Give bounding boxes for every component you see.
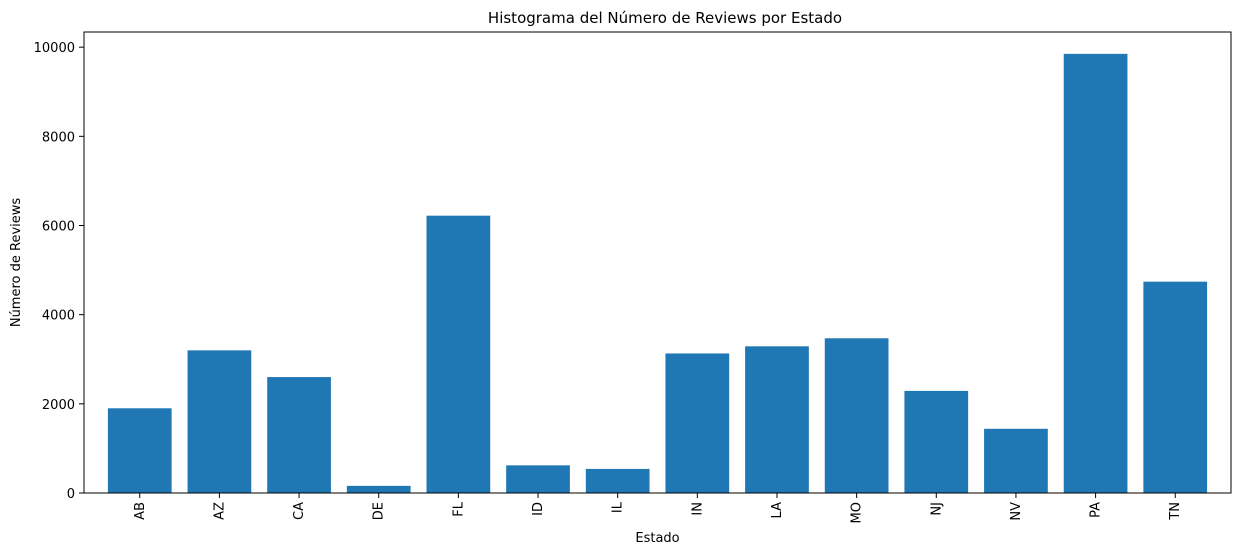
x-axis-ticks: AB AZ CA DE FL ID IL IN LA MO NJ NV PA TN xyxy=(133,493,1183,523)
x-tick-label: AZ xyxy=(212,502,227,520)
x-tick-label: IL xyxy=(611,501,626,513)
x-tick-label: TN xyxy=(1168,502,1183,521)
chart-title: Histograma del Número de Reviews por Est… xyxy=(488,9,842,27)
bar-tn xyxy=(1143,281,1208,493)
bar-la xyxy=(745,346,809,493)
x-tick-label: NJ xyxy=(929,502,944,516)
bar-in xyxy=(665,353,730,493)
bars-group xyxy=(107,53,1208,494)
x-tick-label: IN xyxy=(690,502,705,516)
bar-fl xyxy=(426,215,491,494)
x-tick-label: MO xyxy=(850,502,865,523)
bar-ab xyxy=(107,408,172,493)
y-tick-label: 8000 xyxy=(42,130,75,145)
bar-nv xyxy=(984,428,1048,493)
bar-pa xyxy=(1063,53,1128,494)
y-tick-label: 0 xyxy=(67,487,75,502)
bar-id xyxy=(506,465,570,493)
x-tick-label: AB xyxy=(133,502,148,520)
y-tick-label: 6000 xyxy=(42,219,75,234)
y-axis-label: Número de Reviews xyxy=(9,198,24,328)
bar-nj xyxy=(904,390,969,493)
bar-ca xyxy=(267,377,331,493)
x-axis-label: Estado xyxy=(635,531,679,546)
plot-frame xyxy=(83,31,1232,494)
bar-de xyxy=(346,485,411,493)
x-tick-label: ID xyxy=(531,502,546,516)
bar-az xyxy=(187,350,252,493)
bar-mo xyxy=(824,338,889,493)
y-tick-label: 2000 xyxy=(42,398,75,413)
x-tick-label: CA xyxy=(292,502,307,520)
x-tick-label: LA xyxy=(770,502,785,519)
y-tick-label: 4000 xyxy=(42,309,75,324)
x-tick-label: PA xyxy=(1089,502,1104,518)
x-tick-label: FL xyxy=(451,501,466,516)
y-axis-ticks: 0 2000 4000 6000 8000 10000 xyxy=(34,41,84,502)
y-tick-label: 10000 xyxy=(34,41,75,56)
x-tick-label: NV xyxy=(1009,502,1024,521)
x-tick-label: DE xyxy=(372,502,387,520)
bar-il xyxy=(585,468,650,493)
